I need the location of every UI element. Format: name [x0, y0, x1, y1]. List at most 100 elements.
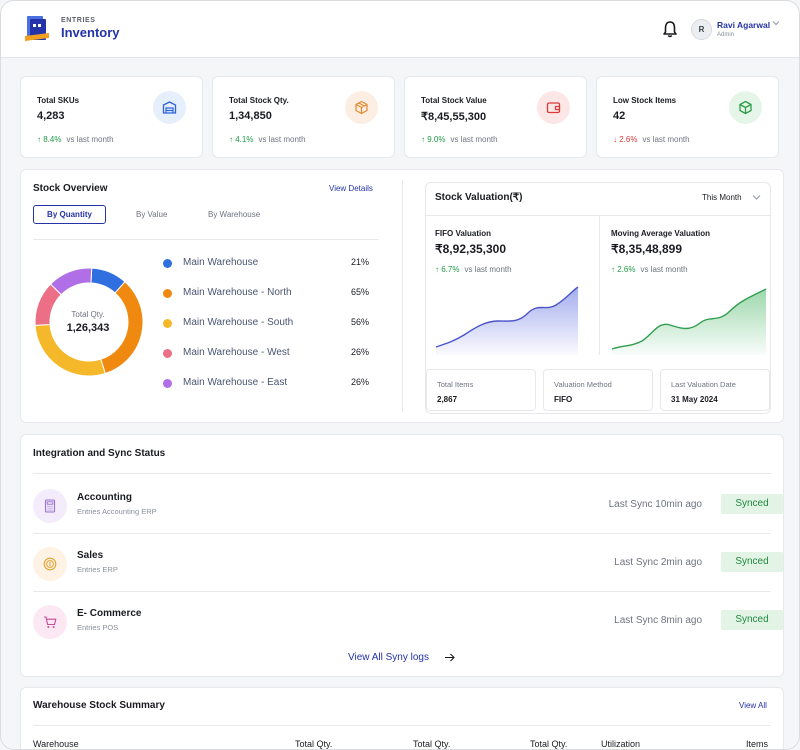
legend-name: Main Warehouse - East — [183, 377, 288, 388]
view-all-sync-logs-link[interactable]: View All Syny logs — [348, 652, 429, 663]
legend-name: Main Warehouse — [183, 257, 259, 268]
brand-subtitle: ENTRIES — [61, 17, 96, 24]
integration-sync-card: Integration and Sync Status Accounting E… — [20, 434, 784, 677]
divider — [33, 473, 771, 474]
user-name[interactable]: Ravi Agarwal — [717, 20, 771, 30]
trend-value: ↑ 6.7% — [435, 265, 460, 274]
trend-value: ↑ 2.6% — [611, 265, 636, 274]
fifo-trend: ↑ 6.7% vs last month — [435, 265, 512, 274]
warehouse-summary-title: Warehouse Stock Summary — [33, 700, 165, 711]
fifo-value: ₹8,92,35,300 — [435, 242, 507, 256]
integration-name: Accounting — [77, 492, 132, 503]
sync-row-ecommerce[interactable]: E- Commerce Entries POS Last Sync 8min a… — [33, 591, 783, 649]
legend-item[interactable]: Main Warehouse 21% — [163, 256, 369, 270]
stat-label: Last Valuation Date — [671, 380, 736, 389]
trend-vs: vs last month — [66, 135, 114, 144]
stock-overview-card: Stock Overview View Details By Quantity … — [20, 169, 784, 423]
divider — [426, 215, 770, 216]
chevron-down-icon[interactable] — [752, 194, 761, 201]
column-header-utilization[interactable]: Utilization — [601, 739, 641, 749]
legend-dot — [163, 379, 172, 388]
legend-pct: 21% — [350, 257, 369, 267]
brand-title: Inventory — [61, 25, 120, 40]
last-sync-time: Last Sync 2min ago — [614, 557, 702, 568]
legend-item[interactable]: Main Warehouse - East 26% — [163, 376, 369, 390]
kpi-trend: ↓ 2.6% vs last month — [613, 135, 690, 144]
stat-value: 2,867 — [437, 395, 458, 404]
kpi-value: 4,283 — [37, 110, 65, 122]
sync-row-sales[interactable]: Sales Entries ERP Last Sync 2min ago Syn… — [33, 533, 783, 591]
cube-icon — [729, 91, 762, 124]
column-header-total-qty[interactable]: Total Qty. — [530, 739, 568, 749]
kpi-label: Total Stock Qty. — [229, 96, 289, 105]
legend-item[interactable]: Main Warehouse - North 65% — [163, 286, 369, 300]
trend-vs: vs last month — [640, 265, 688, 274]
divider — [33, 725, 771, 726]
legend-item[interactable]: Main Warehouse - West 26% — [163, 346, 369, 360]
stat-label: Valuation Method — [554, 380, 612, 389]
trend-vs: vs last month — [464, 265, 512, 274]
donut-total-value: 1,26,343 — [66, 322, 110, 334]
donut-slice-main-warehouse-east[interactable] — [49, 267, 93, 296]
stock-donut-chart[interactable] — [33, 266, 145, 378]
legend-item[interactable]: Main Warehouse - South 56% — [163, 316, 369, 330]
moving-avg-label: Moving Average Valuation — [611, 229, 710, 238]
fifo-label: FIFO Valuation — [435, 229, 492, 238]
calculator-icon — [33, 489, 67, 523]
stat-value: 31 May 2024 — [671, 395, 718, 404]
inventory-logo-icon[interactable] — [25, 14, 49, 42]
period-select[interactable]: This Month — [702, 193, 742, 202]
coin-icon — [33, 547, 67, 581]
kpi-trend: ↑ 9.0% vs last month — [421, 135, 498, 144]
kpi-trend: ↑ 8.4% vs last month — [37, 135, 114, 144]
divider — [33, 591, 771, 592]
warehouse-summary-card: Warehouse Stock Summary View All — [20, 687, 784, 749]
legend-pct: 26% — [350, 347, 369, 357]
tab-by-value[interactable]: By Value — [136, 210, 168, 219]
legend-pct: 56% — [350, 317, 369, 327]
trend-vs: vs last month — [258, 135, 306, 144]
column-header-total-qty[interactable]: Total Qty. — [295, 739, 333, 749]
stat-valuation-method: Valuation Method FIFO — [543, 369, 653, 411]
divider — [599, 215, 600, 355]
sync-row-accounting[interactable]: Accounting Entries Accounting ERP Last S… — [33, 475, 783, 533]
cart-icon — [33, 605, 67, 639]
moving-avg-trend: ↑ 2.6% vs last month — [611, 265, 688, 274]
legend-name: Main Warehouse - South — [183, 317, 294, 328]
user-role: Admin — [717, 32, 735, 38]
trend-value: ↑ 8.4% — [37, 135, 62, 144]
last-sync-time: Last Sync 8min ago — [614, 615, 702, 626]
kpi-card-total-stock-value[interactable]: Total Stock Value ₹8,45,55,300 ↑ 9.0% vs … — [404, 76, 587, 158]
tab-by-quantity[interactable]: By Quantity — [33, 205, 106, 224]
column-header-warehouse[interactable]: Warehouse — [33, 739, 79, 749]
stock-valuation-panel: Stock Valuation(₹) This Month FIFO Valua… — [425, 182, 771, 414]
view-all-link[interactable]: View All — [739, 701, 767, 710]
stock-valuation-title: Stock Valuation(₹) — [435, 192, 523, 203]
kpi-card-total-stock-qty[interactable]: Total Stock Qty. 1,34,850 ↑ 4.1% vs last … — [212, 76, 395, 158]
kpi-card-total-skus[interactable]: Total SKUs 4,283 ↑ 8.4% vs last month — [20, 76, 203, 158]
stat-label: Total Items — [437, 380, 474, 389]
kpi-value: 42 — [613, 110, 626, 122]
integration-name: Sales — [77, 550, 104, 561]
legend-dot — [163, 349, 172, 358]
notification-bell-icon[interactable] — [662, 20, 678, 38]
view-details-link[interactable]: View Details — [329, 184, 373, 193]
wallet-icon — [537, 91, 570, 124]
donut-total-label: Total Qty. — [71, 310, 105, 319]
stat-last-valuation-date: Last Valuation Date 31 May 2024 — [660, 369, 770, 411]
legend-name: Main Warehouse - North — [183, 287, 292, 298]
moving-avg-sparkline-chart — [611, 288, 767, 355]
column-header-total-qty[interactable]: Total Qty. — [413, 739, 451, 749]
integration-name: E- Commerce — [77, 608, 142, 619]
column-header-items[interactable]: Items — [746, 739, 769, 749]
status-badge: Synced — [721, 610, 783, 630]
arrow-right-icon[interactable] — [444, 652, 456, 663]
integration-source: Entries POS — [77, 623, 119, 632]
tab-by-warehouse[interactable]: By Warehouse — [208, 210, 261, 219]
chevron-down-icon[interactable] — [772, 20, 780, 26]
legend-dot — [163, 289, 172, 298]
kpi-label: Total Stock Value — [421, 96, 487, 105]
kpi-card-low-stock-items[interactable]: Low Stock Items 42 ↓ 2.6% vs last month — [596, 76, 779, 158]
user-avatar[interactable]: R — [691, 19, 712, 40]
